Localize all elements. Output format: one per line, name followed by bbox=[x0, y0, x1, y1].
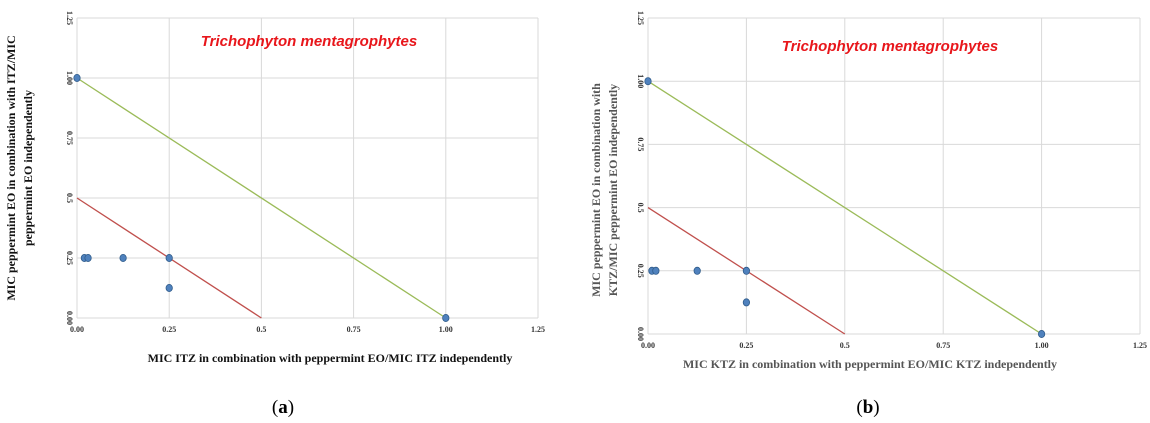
y-axis-label: peppermint EO independently bbox=[21, 90, 35, 246]
panel-label-letter: b bbox=[863, 397, 874, 418]
y-axis-label: KTZ/MIC peppermint EO independently bbox=[606, 84, 620, 296]
chart-title: Trichophyton mentagrophytes bbox=[201, 33, 417, 50]
data-point bbox=[644, 77, 652, 86]
data-point bbox=[693, 266, 701, 275]
y-tick-label: 0.25 bbox=[636, 264, 645, 278]
x-tick-label: 1.00 bbox=[1035, 341, 1049, 350]
y-axis-label: MIC peppermint EO in combination with bbox=[589, 83, 603, 297]
data-point bbox=[442, 313, 450, 322]
data-point bbox=[119, 253, 127, 262]
y-axis-label: MIC peppermint EO in combination with IT… bbox=[4, 35, 18, 300]
y-tick-label: 0.75 bbox=[636, 137, 645, 151]
y-tick-label: 1.25 bbox=[636, 11, 645, 25]
data-point bbox=[165, 253, 173, 262]
y-tick-label: 0.00 bbox=[636, 327, 645, 341]
x-tick-label: 1.00 bbox=[439, 325, 453, 334]
y-tick-label: 0.00 bbox=[65, 311, 74, 325]
panel-label-letter: a bbox=[278, 397, 288, 418]
x-tick-label: 0.5 bbox=[256, 325, 266, 334]
chart-title: Trichophyton mentagrophytes bbox=[782, 38, 998, 55]
y-tick-label: 0.75 bbox=[65, 131, 74, 145]
data-point bbox=[652, 266, 660, 275]
y-tick-label: 1.25 bbox=[65, 11, 74, 25]
additivity-line bbox=[647, 80, 1042, 335]
data-point bbox=[742, 298, 751, 307]
y-tick-label: 0.5 bbox=[65, 193, 74, 203]
x-tick-label: 1.25 bbox=[1133, 341, 1147, 350]
x-tick-label: 0.25 bbox=[739, 341, 753, 350]
x-tick-label: 0.00 bbox=[70, 325, 84, 334]
panel-label: (b) bbox=[856, 397, 879, 418]
panel-label: (a) bbox=[272, 397, 294, 418]
data-point bbox=[165, 283, 173, 292]
y-tick-label: 1.00 bbox=[65, 71, 74, 85]
data-point bbox=[84, 253, 92, 262]
x-tick-label: 0.25 bbox=[162, 325, 176, 334]
x-axis-label: MIC ITZ in combination with peppermint E… bbox=[148, 351, 513, 365]
x-tick-label: 0.5 bbox=[840, 341, 850, 350]
x-tick-label: 1.25 bbox=[531, 325, 545, 334]
x-axis-label: MIC KTZ in combination with peppermint E… bbox=[683, 357, 1057, 371]
x-tick-label: 0.00 bbox=[641, 341, 655, 350]
chart-panel-a: 0.00 0.25 0.5 0.75 1.00 1.25 0.00 0.25 0.5 0.75 1.… bbox=[4, 11, 545, 418]
y-tick-label: 0.5 bbox=[636, 203, 645, 213]
chart-panel-b: 0.00 0.25 0.5 0.75 1.00 1.25 0.00 0.25 0.5 0.75 1.… bbox=[589, 11, 1147, 418]
x-tick-label: 0.75 bbox=[936, 341, 950, 350]
x-tick-label: 0.75 bbox=[347, 325, 361, 334]
data-point bbox=[742, 266, 751, 275]
data-point bbox=[1038, 329, 1046, 338]
additivity-line bbox=[76, 77, 447, 319]
y-tick-label: 0.25 bbox=[65, 251, 74, 265]
data-point bbox=[73, 74, 81, 83]
y-tick-label: 1.00 bbox=[636, 74, 645, 88]
